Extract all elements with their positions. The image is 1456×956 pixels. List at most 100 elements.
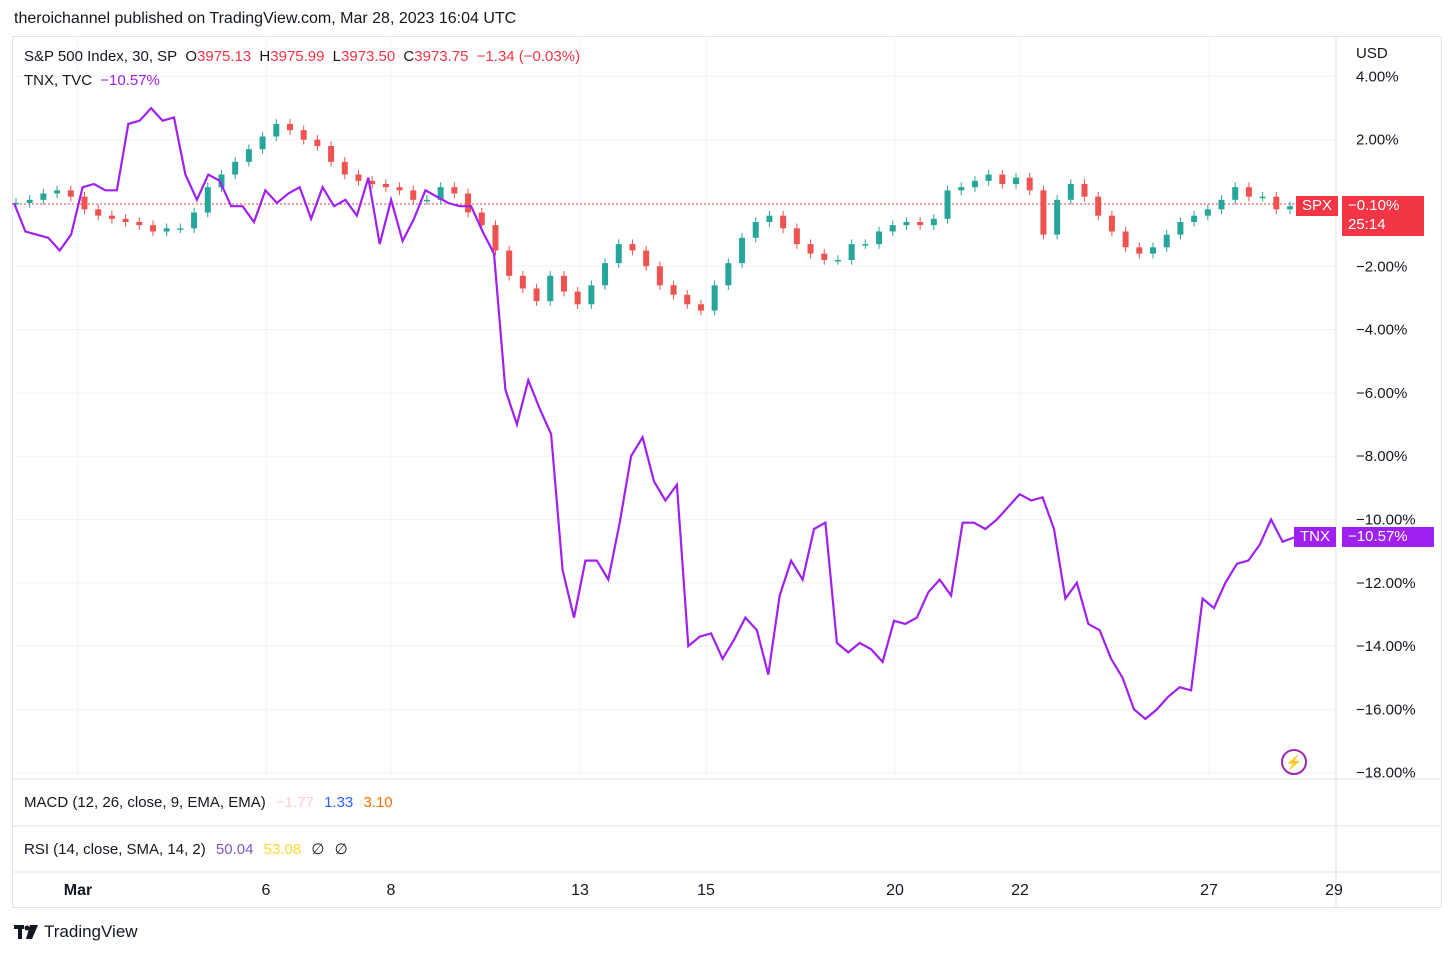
spx-tag-value: −0.10% 25:14 bbox=[1342, 196, 1424, 236]
candle-body bbox=[40, 193, 47, 200]
candle-body bbox=[711, 285, 718, 311]
publisher-line: theroichannel published on TradingView.c… bbox=[14, 10, 517, 27]
candle-body bbox=[588, 285, 595, 305]
candle-body bbox=[1287, 206, 1293, 210]
candle-body bbox=[67, 190, 74, 197]
candle-body bbox=[848, 244, 855, 260]
candle-body bbox=[1054, 199, 1061, 235]
candle-body bbox=[602, 263, 609, 286]
candle-body bbox=[917, 221, 924, 226]
candle-body bbox=[163, 228, 170, 232]
candle-body bbox=[177, 228, 184, 230]
candle-body bbox=[286, 123, 293, 131]
candle-body bbox=[382, 184, 389, 188]
candle-body bbox=[341, 161, 348, 175]
candle-body bbox=[1232, 187, 1239, 200]
candle-body bbox=[684, 294, 691, 305]
rsi-value-1: 50.04 bbox=[215, 841, 254, 858]
legend-close-label: C bbox=[403, 48, 415, 65]
legend-open: 3975.13 bbox=[197, 48, 252, 65]
candle-body bbox=[643, 250, 650, 267]
candle-body bbox=[355, 174, 362, 181]
brand-name: TradingView bbox=[44, 922, 138, 941]
candle-body bbox=[574, 291, 581, 305]
candle-body bbox=[396, 187, 403, 191]
currency-label[interactable]: USD bbox=[1356, 45, 1388, 62]
candle-body bbox=[108, 215, 115, 219]
candle-body bbox=[13, 203, 19, 205]
candle-body bbox=[478, 212, 485, 226]
legend-close: 3973.75 bbox=[414, 48, 469, 65]
candle-body bbox=[136, 221, 143, 226]
candle-body bbox=[451, 187, 458, 194]
legend-low: 3973.50 bbox=[341, 48, 396, 65]
x-tick-label: 15 bbox=[697, 882, 715, 899]
candle-body bbox=[971, 180, 978, 188]
chart-frame bbox=[12, 36, 1442, 908]
candle-body bbox=[191, 212, 198, 229]
candle-body bbox=[1136, 247, 1143, 254]
legend-tnx-value: −10.57% bbox=[100, 72, 160, 89]
rsi-legend: RSI (14, close, SMA, 14, 2) 50.04 53.08 … bbox=[24, 840, 354, 858]
candle-body bbox=[1026, 177, 1033, 191]
macd-legend: MACD (12, 26, close, 9, EMA, EMA) −1.77 … bbox=[24, 794, 399, 811]
candle-body bbox=[1245, 187, 1252, 197]
candle-body bbox=[95, 209, 102, 216]
candle-body bbox=[985, 174, 992, 181]
candle-body bbox=[204, 187, 211, 213]
candle-body bbox=[328, 146, 335, 162]
candle-body bbox=[492, 225, 499, 251]
series-line-tnx bbox=[12, 106, 1295, 721]
candle-body bbox=[834, 259, 841, 262]
x-tick-label: 22 bbox=[1011, 882, 1029, 899]
legend-spx: S&P 500 Index, 30, SP O3975.13 H3975.99 … bbox=[24, 48, 584, 65]
candle-body bbox=[1095, 196, 1102, 216]
candle-body bbox=[1191, 215, 1198, 222]
candle-body bbox=[944, 190, 951, 219]
candle-body bbox=[1108, 215, 1115, 232]
candle-body bbox=[889, 225, 896, 232]
candle-body bbox=[656, 266, 663, 286]
candle-body bbox=[1013, 177, 1020, 185]
candle-body bbox=[232, 161, 239, 175]
legend-tnx: TNX, TVC −10.57% bbox=[24, 72, 164, 89]
candle-body bbox=[1259, 196, 1266, 199]
candle-body bbox=[218, 174, 225, 188]
candle-body bbox=[410, 190, 417, 200]
y-tick-label: 2.00% bbox=[1356, 132, 1399, 149]
candle-body bbox=[793, 228, 800, 245]
candle-body bbox=[862, 244, 869, 246]
candle-body bbox=[519, 275, 526, 289]
candle-body bbox=[903, 221, 910, 226]
candle-body bbox=[81, 196, 88, 210]
candle-body bbox=[300, 130, 307, 140]
candle-body bbox=[560, 275, 567, 292]
candle-body bbox=[930, 218, 937, 226]
candle-body bbox=[54, 190, 61, 194]
y-tick-label: −18.00% bbox=[1356, 765, 1416, 782]
tnx-tag-value: −10.57% bbox=[1342, 527, 1434, 547]
rsi-value-3: ∅ bbox=[311, 841, 325, 858]
y-tick-label: 4.00% bbox=[1356, 68, 1399, 85]
candle-body bbox=[670, 285, 677, 295]
candle-body bbox=[506, 250, 513, 276]
spx-candles bbox=[13, 119, 1293, 316]
y-tick-label: −16.00% bbox=[1356, 701, 1416, 718]
candle-body bbox=[1177, 221, 1184, 235]
candle-body bbox=[369, 180, 376, 185]
macd-label: MACD (12, 26, close, 9, EMA, EMA) bbox=[24, 794, 266, 811]
x-tick-label: 6 bbox=[261, 882, 271, 899]
legend-change: −1.34 (−0.03%) bbox=[476, 48, 581, 65]
candle-body bbox=[314, 139, 321, 147]
candle-body bbox=[629, 244, 636, 251]
x-tick-label: 20 bbox=[886, 882, 904, 899]
tradingview-logo[interactable]: TradingView bbox=[14, 922, 138, 942]
candle-body bbox=[1067, 184, 1074, 200]
y-tick-label: −12.00% bbox=[1356, 575, 1416, 592]
lightning-icon[interactable]: ⚡ bbox=[1281, 749, 1307, 775]
macd-value-2: 1.33 bbox=[324, 794, 354, 811]
candle-body bbox=[26, 199, 33, 203]
grid bbox=[12, 36, 1336, 779]
candle-body bbox=[821, 253, 828, 260]
